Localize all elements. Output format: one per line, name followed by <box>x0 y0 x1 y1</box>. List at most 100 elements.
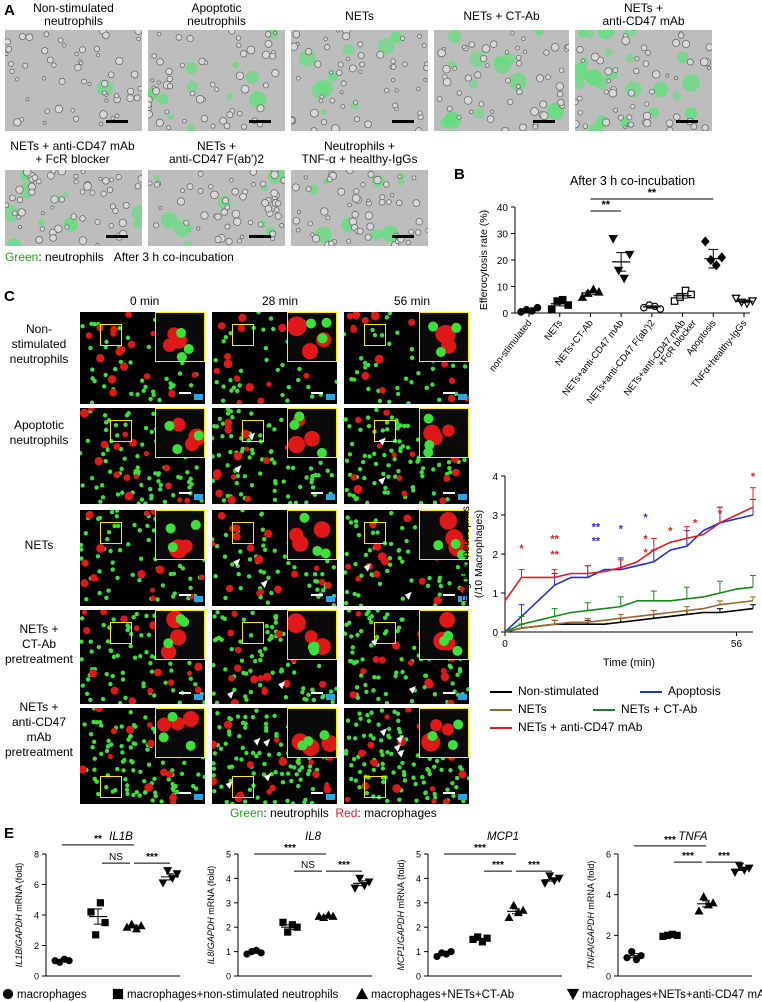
chart-title: IL1B <box>109 831 133 843</box>
region-of-interest <box>100 776 122 798</box>
data-point <box>279 918 287 926</box>
data-point <box>483 934 491 942</box>
significance-star: * <box>693 518 698 530</box>
arrowhead-marker <box>227 690 235 699</box>
series-line <box>504 600 754 633</box>
zoom-inset <box>287 610 337 660</box>
arrowhead-marker <box>263 738 271 747</box>
y-tick-label: 2 <box>226 923 231 933</box>
scale-bar <box>311 392 323 394</box>
y-tick-label: 20 <box>497 256 509 267</box>
panel-a-footer: Green: neutrophils After 3 h co-incubati… <box>5 250 234 264</box>
series-line <box>504 514 754 633</box>
micrograph-image <box>148 170 285 246</box>
y-tick-label: 2 <box>416 923 421 933</box>
scale-bar <box>311 692 323 694</box>
data-point <box>355 874 365 883</box>
scale-bar-marker <box>194 494 203 500</box>
region-of-interest <box>232 324 254 346</box>
scale-bar-marker <box>194 394 203 400</box>
significance-star: * <box>643 512 648 524</box>
panel-b-efferocytosis-chart: After 3 h co-incubation 0 10 20 30 40 Efferocy… <box>478 174 758 406</box>
data-point <box>545 872 555 881</box>
y-tick-label: 2 <box>34 941 39 951</box>
y-tick-label: 40 <box>497 203 509 214</box>
timelapse-frame <box>344 408 469 504</box>
data-point <box>136 921 146 930</box>
timelapse-frame <box>212 510 337 606</box>
significance-label: *** <box>664 835 676 846</box>
data-point <box>687 290 695 299</box>
y-tick-label: 0 <box>226 972 231 981</box>
x-tick-label: 56 <box>731 639 743 650</box>
arrowhead-marker <box>225 780 233 789</box>
arrowhead-marker <box>234 465 242 474</box>
arrowhead-marker <box>248 432 256 441</box>
micrograph-caption: NETs + CT-Ab <box>463 9 540 23</box>
data-point <box>717 252 727 263</box>
significance-label: NS <box>301 860 315 871</box>
micrograph-image <box>291 30 428 131</box>
y-tick-label: 3 <box>226 898 231 908</box>
legend-label: macrophages <box>17 989 87 1001</box>
y-tick-label: 5 <box>226 850 231 860</box>
data-point <box>628 947 636 956</box>
micrograph-image <box>434 30 569 131</box>
y-tick-label: 1 <box>416 947 421 957</box>
x-tick-label: NETs+anti-CD47 mAb <box>622 318 688 398</box>
data-point <box>670 297 679 305</box>
data-point <box>547 305 556 313</box>
scale-bar-marker <box>458 596 467 602</box>
region-of-interest <box>232 522 254 544</box>
y-axis-label: TNFA/GAPDH mRNA (fold) <box>586 861 596 970</box>
scale-bar <box>179 594 191 596</box>
scale-bar <box>443 692 455 694</box>
zoom-inset <box>155 312 205 362</box>
data-point <box>350 884 360 893</box>
significance-label: *** <box>338 860 350 871</box>
data-point <box>364 878 374 887</box>
scale-bar <box>676 120 698 123</box>
significance-star: * <box>668 526 673 538</box>
data-point <box>577 292 588 301</box>
data-point <box>158 879 168 888</box>
arrowhead-marker <box>371 638 379 647</box>
legend-swatch <box>640 690 662 693</box>
legend-label: Apoptosis <box>668 684 721 698</box>
data-point <box>127 919 137 928</box>
panel-c-footer: Green: neutrophils Red: macrophages <box>230 806 437 820</box>
region-of-interest <box>364 324 386 346</box>
arrowhead-marker <box>393 743 401 752</box>
zoom-inset <box>287 312 337 362</box>
data-point <box>608 234 618 244</box>
legend-swatch <box>593 708 615 711</box>
arrowhead-marker <box>378 476 386 485</box>
chart-title: MCP1 <box>487 831 519 843</box>
data-point <box>112 988 124 1000</box>
data-point <box>87 908 95 916</box>
timelapse-frame <box>80 408 205 504</box>
timelapse-frame <box>212 708 337 804</box>
significance-label: *** <box>682 851 694 862</box>
significance-star: * <box>519 543 524 555</box>
scale-bar-marker <box>326 394 335 400</box>
time-label: 0 min <box>130 294 160 308</box>
legend-item: NETs + anti-CD47 mAb <box>490 720 642 734</box>
scale-bar <box>179 792 191 794</box>
legend-item: Non-stimulated <box>490 684 599 698</box>
timelapse-frame <box>344 708 469 804</box>
scale-bar <box>311 492 323 494</box>
arrowhead-marker <box>396 735 404 744</box>
region-of-interest <box>100 522 122 544</box>
y-tick-label: 5 <box>416 850 421 860</box>
legend-label: NETs + anti-CD47 mAb <box>518 720 643 734</box>
data-point <box>711 260 721 271</box>
y-tick-label: 4 <box>492 472 498 483</box>
data-point <box>518 905 528 914</box>
y-axis-label: (/10 Macrophages) <box>473 510 485 598</box>
chart-title: After 3 h co-incubation <box>570 174 695 188</box>
scale-bar <box>179 692 191 694</box>
scale-bar <box>249 120 271 123</box>
panel-e-legend: macrophages macrophages+non-stimulated ne… <box>2 987 762 1001</box>
legend-label: NETs + CT-Ab <box>621 702 698 716</box>
